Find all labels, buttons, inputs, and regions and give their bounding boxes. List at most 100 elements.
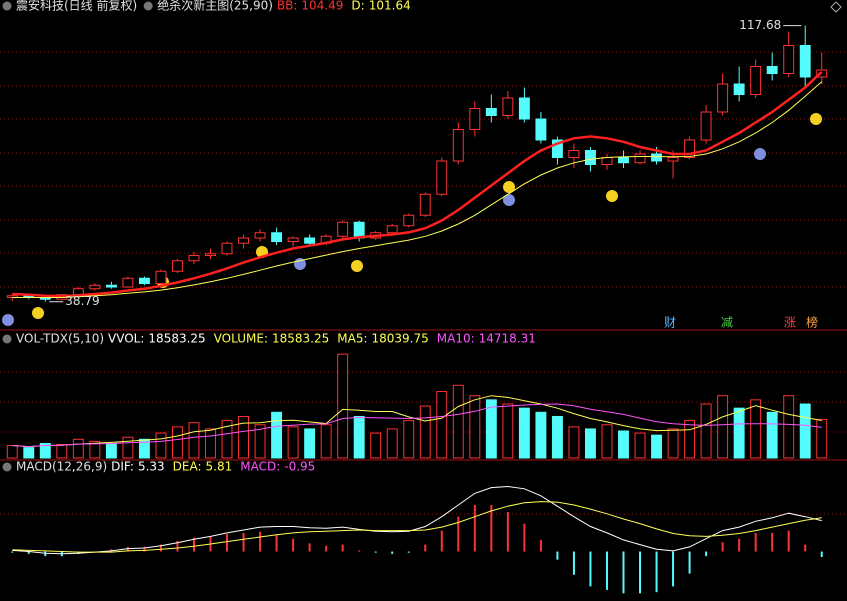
candle-body	[188, 255, 200, 262]
candle-body	[684, 139, 696, 158]
candle-body	[750, 66, 762, 95]
candle-body	[287, 237, 299, 242]
indicator-line	[12, 81, 823, 298]
volume-bar	[618, 430, 629, 459]
panel-grid	[0, 1, 847, 515]
readout-value: 18583.25	[272, 332, 329, 346]
readout-value: 5.33	[138, 460, 165, 474]
indicator-line	[12, 395, 822, 448]
header-icon	[2, 1, 12, 11]
panel-subtitle: 绝杀次新主图(25,90)	[157, 0, 273, 13]
indicator-line	[12, 70, 823, 298]
readout-value: 18583.25	[148, 332, 205, 346]
volume-bar	[221, 420, 233, 459]
candle-body	[518, 97, 530, 120]
candle-body	[535, 118, 547, 141]
readout-value: 18039.75	[372, 332, 429, 346]
volume-bar	[585, 428, 596, 459]
volume-bar	[518, 407, 530, 459]
candle-body	[733, 83, 745, 95]
panel-title: MACD(12,26,9)	[16, 460, 107, 474]
volume-bar	[205, 428, 216, 459]
volume-bar	[551, 415, 563, 459]
volume-bar	[304, 428, 316, 459]
volume-bar	[23, 447, 35, 459]
volume-bar	[353, 415, 365, 459]
signal-icons	[2, 113, 822, 326]
volume-bar	[502, 403, 514, 459]
readout-label: D:	[351, 0, 364, 13]
candle-body	[667, 157, 679, 162]
candle-body	[221, 242, 233, 255]
candle-body	[172, 260, 183, 272]
volume-bar	[799, 403, 811, 459]
corner-icon[interactable]	[830, 1, 842, 13]
volume-bar	[238, 415, 249, 459]
header-icon	[143, 1, 153, 11]
readout-value: 101.64	[369, 0, 411, 13]
readout-label: MACD:	[240, 460, 280, 474]
low-label: 38.79	[65, 294, 99, 308]
volume-bar	[667, 428, 679, 459]
volume-bar	[320, 424, 332, 459]
volume-bar	[172, 426, 183, 459]
candle-body	[419, 193, 431, 216]
volume-bar	[89, 440, 101, 459]
volume-bar	[403, 420, 415, 459]
header-icon	[2, 462, 12, 472]
indicator-line	[12, 485, 822, 555]
volume-bar	[287, 426, 299, 459]
volume-bar	[419, 405, 431, 459]
candle-body	[6, 295, 18, 298]
candle-body	[651, 153, 662, 162]
volume-bar	[370, 432, 382, 459]
volume-bar	[105, 442, 117, 459]
candle-body	[783, 45, 795, 74]
candle-body	[485, 108, 497, 116]
panel-title: VOL-TDX(5,10)	[16, 332, 104, 346]
signal-icon	[810, 113, 822, 125]
readout-value: 14718.31	[479, 332, 536, 346]
volume-bar	[535, 411, 547, 459]
candle-body	[122, 277, 134, 288]
event-marker[interactable]: 财	[664, 316, 676, 330]
candle-body	[551, 139, 563, 158]
candle-body	[618, 157, 629, 164]
volume-bar	[254, 424, 266, 459]
event-marker[interactable]: 减	[721, 316, 733, 330]
candle-body	[634, 153, 646, 164]
candle-body	[469, 108, 481, 130]
readout-label: MA10:	[437, 332, 475, 346]
volume-bar	[601, 424, 613, 459]
signal-icon	[503, 181, 515, 193]
volume-bar	[485, 399, 497, 459]
readout-value: 5.81	[206, 460, 233, 474]
volume-bar	[155, 432, 167, 459]
candle-body	[601, 157, 613, 165]
volume-bar	[766, 411, 778, 459]
event-marker[interactable]: 榜	[806, 315, 818, 330]
candle-body	[585, 150, 596, 165]
candle-body	[155, 270, 167, 284]
volume-bar	[783, 395, 795, 459]
candle-body	[799, 45, 811, 78]
volume-bar	[271, 411, 283, 459]
signal-icon	[351, 260, 363, 272]
candle-body	[502, 97, 514, 116]
volume-bar	[386, 428, 398, 459]
volume-bar	[39, 442, 51, 459]
signal-icon	[754, 148, 766, 160]
volume-bar	[452, 384, 464, 459]
candle-body	[254, 232, 266, 239]
candle-body	[766, 66, 778, 74]
candle-body	[89, 284, 101, 290]
candle-body	[700, 111, 712, 141]
indicator-line	[12, 403, 822, 448]
event-marker[interactable]: 涨	[784, 315, 796, 330]
candle-body	[138, 277, 150, 284]
readout-value: 104.49	[301, 0, 343, 13]
candle-body	[353, 221, 365, 239]
volume-bar	[138, 438, 150, 459]
volume-bar	[188, 422, 200, 459]
